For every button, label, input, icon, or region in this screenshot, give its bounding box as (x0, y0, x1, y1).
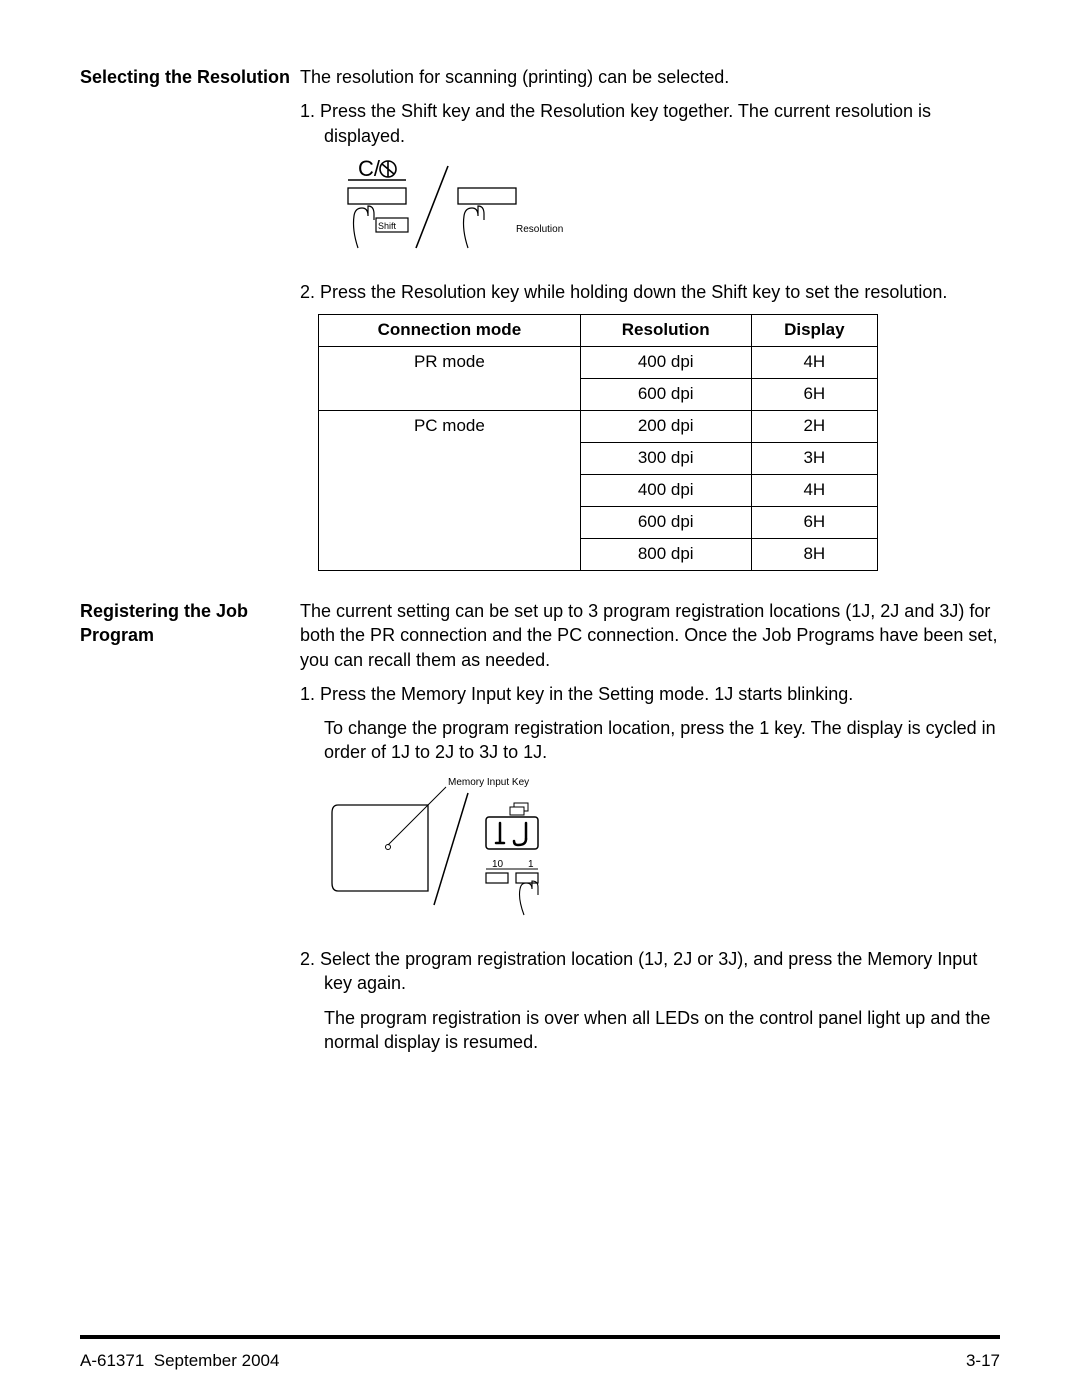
table-cell-display: 2H (751, 411, 877, 443)
heading-selecting-resolution: Selecting the Resolution (80, 65, 300, 589)
diagram-shift-resolution: C/ Shift Resolution (318, 158, 1000, 264)
table-cell-mode: PC mode (319, 411, 581, 571)
table-cell-resolution: 400 dpi (580, 347, 751, 379)
doc-date: September 2004 (154, 1351, 280, 1370)
heading-registering-job: Registering the Job Program (80, 599, 300, 1064)
th-resolution: Resolution (580, 315, 751, 347)
table-cell-resolution: 400 dpi (580, 475, 751, 507)
table-cell-display: 3H (751, 443, 877, 475)
table-cell-display: 8H (751, 539, 877, 571)
reg-step1: 1. Press the Memory Input key in the Set… (300, 682, 1000, 706)
reg-step2: 2. Select the program registration locat… (300, 947, 1000, 996)
step2-text: 2. Press the Resolution key while holdin… (300, 280, 1000, 304)
diagram2-key1: 1 (528, 859, 534, 870)
table-cell-display: 4H (751, 347, 877, 379)
diagram1-shift-label: Shift (378, 221, 397, 231)
diagram1-label-top: C/ (358, 158, 381, 181)
footer-rule (80, 1335, 1000, 1339)
diagram1-resolution-label: Resolution (516, 224, 563, 235)
reg-intro: The current setting can be set up to 3 p… (300, 599, 1000, 672)
table-cell-resolution: 600 dpi (580, 507, 751, 539)
reg-step2b: The program registration is over when al… (300, 1006, 1000, 1055)
th-connection-mode: Connection mode (319, 315, 581, 347)
diagram2-key10: 10 (492, 859, 504, 870)
doc-id: A-61371 (80, 1351, 144, 1370)
table-cell-resolution: 600 dpi (580, 379, 751, 411)
table-cell-resolution: 200 dpi (580, 411, 751, 443)
diagram2-mem-label: Memory Input Key (448, 777, 529, 788)
table-cell-display: 6H (751, 379, 877, 411)
footer-left: A-61371 September 2004 (80, 1351, 279, 1371)
diagram-memory-input: Memory Input Key (318, 775, 1000, 931)
resolution-table: Connection mode Resolution Display PR mo… (318, 314, 878, 571)
reg-step1b: To change the program registration locat… (300, 716, 1000, 765)
th-display: Display (751, 315, 877, 347)
table-cell-display: 4H (751, 475, 877, 507)
intro-text: The resolution for scanning (printing) c… (300, 65, 1000, 89)
table-cell-mode: PR mode (319, 347, 581, 411)
step1-text: 1. Press the Shift key and the Resolutio… (300, 99, 1000, 148)
footer-page: 3-17 (966, 1351, 1000, 1371)
table-cell-display: 6H (751, 507, 877, 539)
table-cell-resolution: 300 dpi (580, 443, 751, 475)
table-cell-resolution: 800 dpi (580, 539, 751, 571)
